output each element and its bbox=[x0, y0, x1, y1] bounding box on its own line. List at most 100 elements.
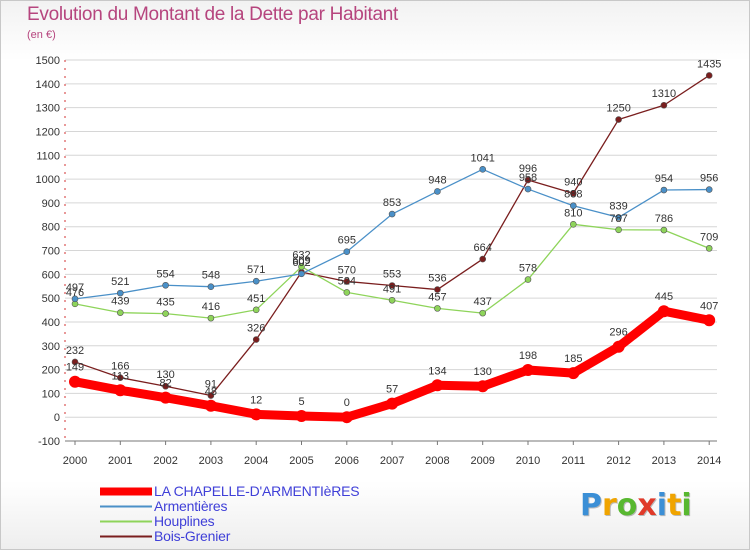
data-label: 996 bbox=[519, 163, 537, 175]
data-label: 416 bbox=[202, 301, 220, 313]
data-label: 296 bbox=[609, 327, 627, 339]
data-point bbox=[252, 306, 260, 314]
data-point bbox=[612, 340, 625, 353]
data-label: 185 bbox=[564, 353, 582, 365]
data-point bbox=[207, 314, 215, 322]
data-point bbox=[117, 374, 124, 381]
y-tick-label: 900 bbox=[42, 198, 60, 210]
data-point bbox=[204, 399, 217, 412]
x-tick-label: 2011 bbox=[561, 455, 585, 467]
data-point bbox=[207, 392, 215, 399]
data-label: 956 bbox=[700, 173, 718, 185]
data-point bbox=[434, 305, 441, 312]
data-point bbox=[386, 397, 399, 410]
data-point bbox=[252, 336, 260, 343]
data-point bbox=[569, 221, 577, 228]
data-point bbox=[162, 382, 169, 390]
grid-layer bbox=[65, 59, 717, 442]
data-label: 435 bbox=[156, 297, 174, 309]
chart-legend: LA CHAPELLE-D'ARMENTIèRES Armentières Ho… bbox=[100, 483, 430, 544]
data-point bbox=[340, 411, 353, 424]
data-label: 632 bbox=[292, 250, 310, 262]
data-label: 407 bbox=[700, 300, 718, 312]
x-tick-label: 2007 bbox=[380, 455, 404, 467]
x-tick-label: 2009 bbox=[470, 455, 494, 467]
data-point bbox=[207, 283, 215, 290]
y-tick-label: -100 bbox=[38, 436, 60, 448]
x-tick-label: 2012 bbox=[606, 455, 630, 467]
y-tick-label: 1000 bbox=[36, 174, 60, 186]
legend-item: Houplines bbox=[100, 513, 430, 529]
y-tick-label: 100 bbox=[42, 388, 60, 400]
data-point bbox=[522, 364, 534, 377]
legend-item: Armentières bbox=[100, 498, 430, 514]
data-label: 48 bbox=[205, 386, 217, 398]
data-label: 497 bbox=[66, 282, 84, 294]
y-tick-label: 500 bbox=[42, 293, 60, 305]
data-label: 888 bbox=[564, 189, 582, 201]
legend-swatch bbox=[100, 487, 152, 496]
data-label: 609 bbox=[292, 255, 310, 267]
data-label: 553 bbox=[383, 269, 401, 281]
data-point bbox=[434, 188, 441, 195]
data-label: 554 bbox=[156, 268, 174, 280]
data-label: 232 bbox=[66, 345, 84, 357]
data-point bbox=[524, 276, 532, 283]
logo-letter: P bbox=[580, 488, 602, 523]
legend-swatch bbox=[100, 505, 152, 508]
data-point bbox=[162, 310, 169, 317]
data-label: 0 bbox=[344, 397, 350, 409]
data-point bbox=[479, 309, 487, 317]
data-point bbox=[479, 165, 487, 173]
x-tick-label: 2003 bbox=[199, 455, 223, 467]
data-label: 457 bbox=[428, 291, 446, 303]
data-label: 787 bbox=[609, 213, 627, 225]
y-tick-label: 200 bbox=[42, 365, 60, 377]
data-label: 570 bbox=[338, 264, 356, 276]
data-label: 445 bbox=[655, 291, 673, 303]
data-point bbox=[615, 214, 622, 221]
x-tick-label: 2004 bbox=[244, 455, 268, 467]
data-label: 149 bbox=[66, 362, 84, 374]
data-point bbox=[117, 289, 124, 297]
y-tick-label: 1100 bbox=[36, 150, 60, 162]
legend-item: Bois-Grenier bbox=[100, 528, 430, 544]
data-label: 664 bbox=[474, 242, 492, 254]
data-point bbox=[567, 367, 580, 380]
axis-layer: -100 0 100 200 300 400 500 600 700 800 900 1000 1100… bbox=[36, 55, 722, 467]
data-point bbox=[295, 409, 308, 422]
logo-letter: x bbox=[637, 488, 657, 523]
logo-letter: i bbox=[681, 488, 692, 523]
data-point bbox=[252, 277, 260, 285]
logo-letter: r bbox=[602, 488, 617, 523]
x-tick-label: 2001 bbox=[108, 455, 132, 467]
y-tick-label: 1500 bbox=[36, 55, 60, 67]
data-label: 91 bbox=[205, 379, 217, 391]
data-point bbox=[298, 263, 305, 270]
x-tick-label: 2005 bbox=[289, 455, 313, 467]
data-label: 5 bbox=[298, 396, 304, 408]
logo-letter: o bbox=[616, 488, 638, 523]
data-label: 521 bbox=[111, 276, 129, 288]
data-label: 57 bbox=[386, 384, 398, 396]
x-tick-label: 2006 bbox=[335, 455, 359, 467]
x-tick-label: 2014 bbox=[697, 455, 721, 467]
data-point bbox=[431, 379, 444, 392]
data-point bbox=[569, 202, 577, 210]
data-point bbox=[343, 289, 351, 296]
data-point bbox=[479, 255, 487, 263]
data-label: 82 bbox=[159, 378, 171, 390]
proxiti-logo: Proxiti bbox=[580, 488, 692, 523]
data-point bbox=[388, 282, 396, 289]
data-point bbox=[703, 314, 716, 327]
data-point bbox=[660, 101, 668, 109]
data-point bbox=[71, 295, 79, 303]
data-point bbox=[660, 186, 668, 194]
y-tick-label: 800 bbox=[42, 222, 60, 234]
data-label: 134 bbox=[428, 365, 446, 377]
y-tick-label: 400 bbox=[42, 317, 60, 329]
logo-letter: t bbox=[667, 488, 682, 523]
legend-label: Armentières bbox=[154, 498, 228, 514]
data-point bbox=[69, 375, 81, 388]
